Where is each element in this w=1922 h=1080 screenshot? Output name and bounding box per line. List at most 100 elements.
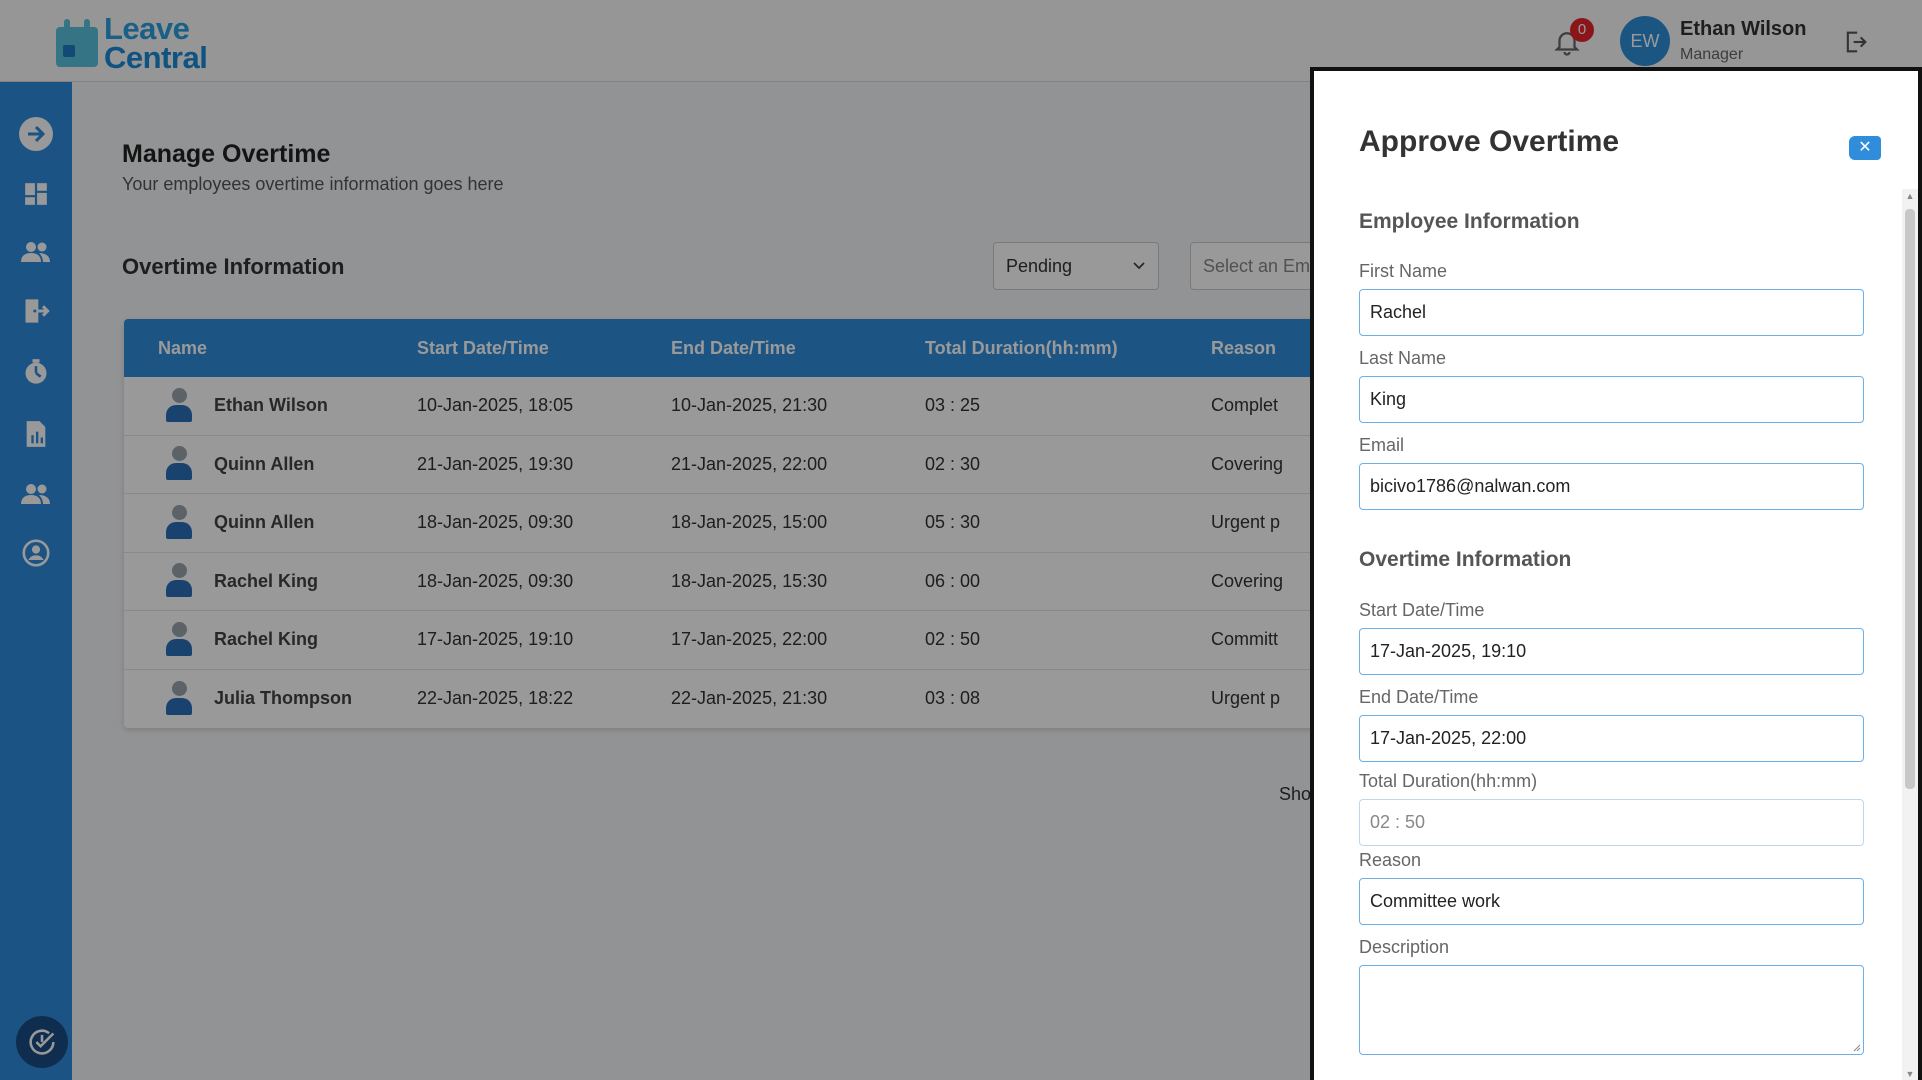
clock-check-icon (29, 1029, 55, 1055)
employee-section-title: Employee Information (1359, 210, 1580, 233)
row-end: 17-Jan-2025, 22:00 (671, 629, 828, 650)
row-name: Rachel King (214, 629, 319, 650)
approve-overtime-panel: Approve Overtime ✕ Employee Information … (1310, 67, 1922, 1080)
row-start: 21-Jan-2025, 19:30 (417, 453, 574, 474)
row-end: 18-Jan-2025, 15:30 (671, 570, 828, 591)
sidebar-item-expand[interactable] (18, 116, 54, 152)
row-duration: 06 : 00 (925, 570, 981, 591)
scroll-down-icon[interactable]: ▼ (1905, 1069, 1915, 1079)
row-reason: Complet (1211, 395, 1279, 416)
start-datetime-field[interactable]: 17-Jan-2025, 19:10 (1359, 628, 1864, 675)
row-duration: 03 : 08 (925, 688, 981, 709)
row-reason: Covering (1211, 570, 1284, 591)
row-end: 22-Jan-2025, 21:30 (671, 688, 828, 709)
overtime-section-title: Overtime Information (1359, 548, 1572, 571)
sidebar-item-overtime[interactable] (18, 354, 54, 390)
person-avatar-icon (164, 387, 194, 424)
resize-handle-icon[interactable] (1851, 1042, 1861, 1052)
overtime-table: Name Start Date/Time End Date/Time Total… (124, 319, 1524, 728)
table-row[interactable]: Quinn Allen 21-Jan-2025, 19:30 21-Jan-20… (124, 436, 1524, 494)
arrow-right-icon (19, 117, 53, 151)
person-avatar-icon (164, 680, 194, 717)
row-name: Quinn Allen (214, 453, 315, 474)
row-start: 22-Jan-2025, 18:22 (417, 688, 574, 709)
column-header-name[interactable]: Name (158, 337, 208, 358)
sidebar-item-reports[interactable] (18, 416, 54, 452)
section-title: Overtime Information (122, 254, 345, 279)
logo-text: Leave Central (104, 13, 208, 75)
end-datetime-field[interactable]: 17-Jan-2025, 22:00 (1359, 715, 1864, 762)
app-logo[interactable]: Leave Central (54, 13, 208, 75)
status-filter-select[interactable]: Pending (993, 242, 1159, 290)
first-name-field[interactable]: Rachel (1359, 289, 1864, 336)
table-row[interactable]: Quinn Allen 18-Jan-2025, 09:30 18-Jan-20… (124, 494, 1524, 553)
user-role: Manager (1680, 46, 1744, 63)
duration-label: Total Duration(hh:mm) (1359, 771, 1538, 791)
scroll-up-icon[interactable]: ▲ (1905, 191, 1915, 201)
sidebar-item-dashboard[interactable] (18, 176, 54, 212)
table-row[interactable]: Rachel King 18-Jan-2025, 09:30 18-Jan-20… (124, 553, 1524, 611)
row-name: Quinn Allen (214, 512, 315, 533)
first-name-label: First Name (1359, 261, 1448, 281)
row-duration: 02 : 30 (925, 453, 981, 474)
column-header-end[interactable]: End Date/Time (671, 337, 796, 358)
profile-icon (22, 539, 50, 567)
reason-field[interactable]: Committee work (1359, 878, 1864, 925)
email-field[interactable]: bicivo1786@nalwan.com (1359, 463, 1864, 510)
last-name-label: Last Name (1359, 348, 1447, 368)
avatar[interactable]: EW (1620, 16, 1670, 66)
description-textarea[interactable] (1359, 965, 1864, 1055)
table-row[interactable]: Julia Thompson 22-Jan-2025, 18:22 22-Jan… (124, 670, 1524, 729)
page-title: Manage Overtime (122, 140, 331, 168)
row-reason: Urgent p (1211, 512, 1281, 533)
main-content: Manage Overtime Your employees overtime … (72, 82, 1922, 1080)
chevron-down-icon (1133, 262, 1145, 270)
row-duration: 03 : 25 (925, 395, 981, 416)
row-name: Ethan Wilson (214, 395, 328, 416)
status-filter-value: Pending (1006, 256, 1073, 276)
top-header: Leave Central 0 EW Ethan Wilson Manager (0, 0, 1922, 82)
panel-title: Approve Overtime (1359, 125, 1620, 158)
table-row[interactable]: Ethan Wilson 10-Jan-2025, 18:05 10-Jan-2… (124, 377, 1524, 436)
row-start: 10-Jan-2025, 18:05 (417, 395, 574, 416)
dashboard-icon (25, 183, 47, 205)
sidebar-item-leave[interactable] (18, 293, 54, 329)
logout-icon[interactable] (1841, 28, 1871, 56)
user-name: Ethan Wilson (1680, 18, 1807, 40)
row-name: Rachel King (214, 570, 319, 591)
table-header: Name Start Date/Time End Date/Time Total… (124, 319, 1524, 377)
row-start: 18-Jan-2025, 09:30 (417, 570, 574, 591)
calendar-logo-icon (54, 17, 100, 69)
description-label: Description (1359, 937, 1450, 957)
table-row[interactable]: Rachel King 17-Jan-2025, 19:10 17-Jan-20… (124, 611, 1524, 670)
row-reason: Covering (1211, 453, 1284, 474)
sidebar-bottom-button[interactable] (16, 1016, 68, 1068)
reason-label: Reason (1359, 850, 1422, 870)
row-start: 18-Jan-2025, 09:30 (417, 512, 574, 533)
panel-scrollbar[interactable]: ▲ ▼ (1902, 189, 1918, 1080)
column-header-reason[interactable]: Reason (1211, 337, 1277, 358)
sidebar-item-employees[interactable] (18, 476, 54, 512)
close-icon[interactable]: ✕ (1849, 136, 1881, 160)
person-avatar-icon (164, 563, 194, 599)
last-name-field[interactable]: King (1359, 376, 1864, 423)
person-avatar-icon (164, 446, 194, 482)
scrollbar-thumb[interactable] (1905, 209, 1915, 789)
column-header-start[interactable]: Start Date/Time (417, 337, 549, 358)
employees-icon (21, 484, 50, 504)
sidebar-item-profile[interactable] (18, 535, 54, 571)
row-end: 18-Jan-2025, 15:00 (671, 512, 828, 533)
row-duration: 05 : 30 (925, 512, 981, 533)
sidebar-item-team[interactable] (18, 234, 54, 270)
row-duration: 02 : 50 (925, 629, 981, 650)
logo-line-2: Central (104, 40, 208, 75)
person-avatar-icon (164, 504, 194, 541)
row-reason: Committ (1211, 629, 1278, 650)
column-header-duration[interactable]: Total Duration(hh:mm) (925, 337, 1118, 358)
row-end: 10-Jan-2025, 21:30 (671, 395, 828, 416)
start-datetime-label: Start Date/Time (1359, 600, 1485, 620)
row-reason: Urgent p (1211, 688, 1281, 709)
email-label: Email (1359, 435, 1405, 455)
duration-field: 02 : 50 (1359, 799, 1864, 846)
row-name: Julia Thompson (214, 688, 353, 709)
